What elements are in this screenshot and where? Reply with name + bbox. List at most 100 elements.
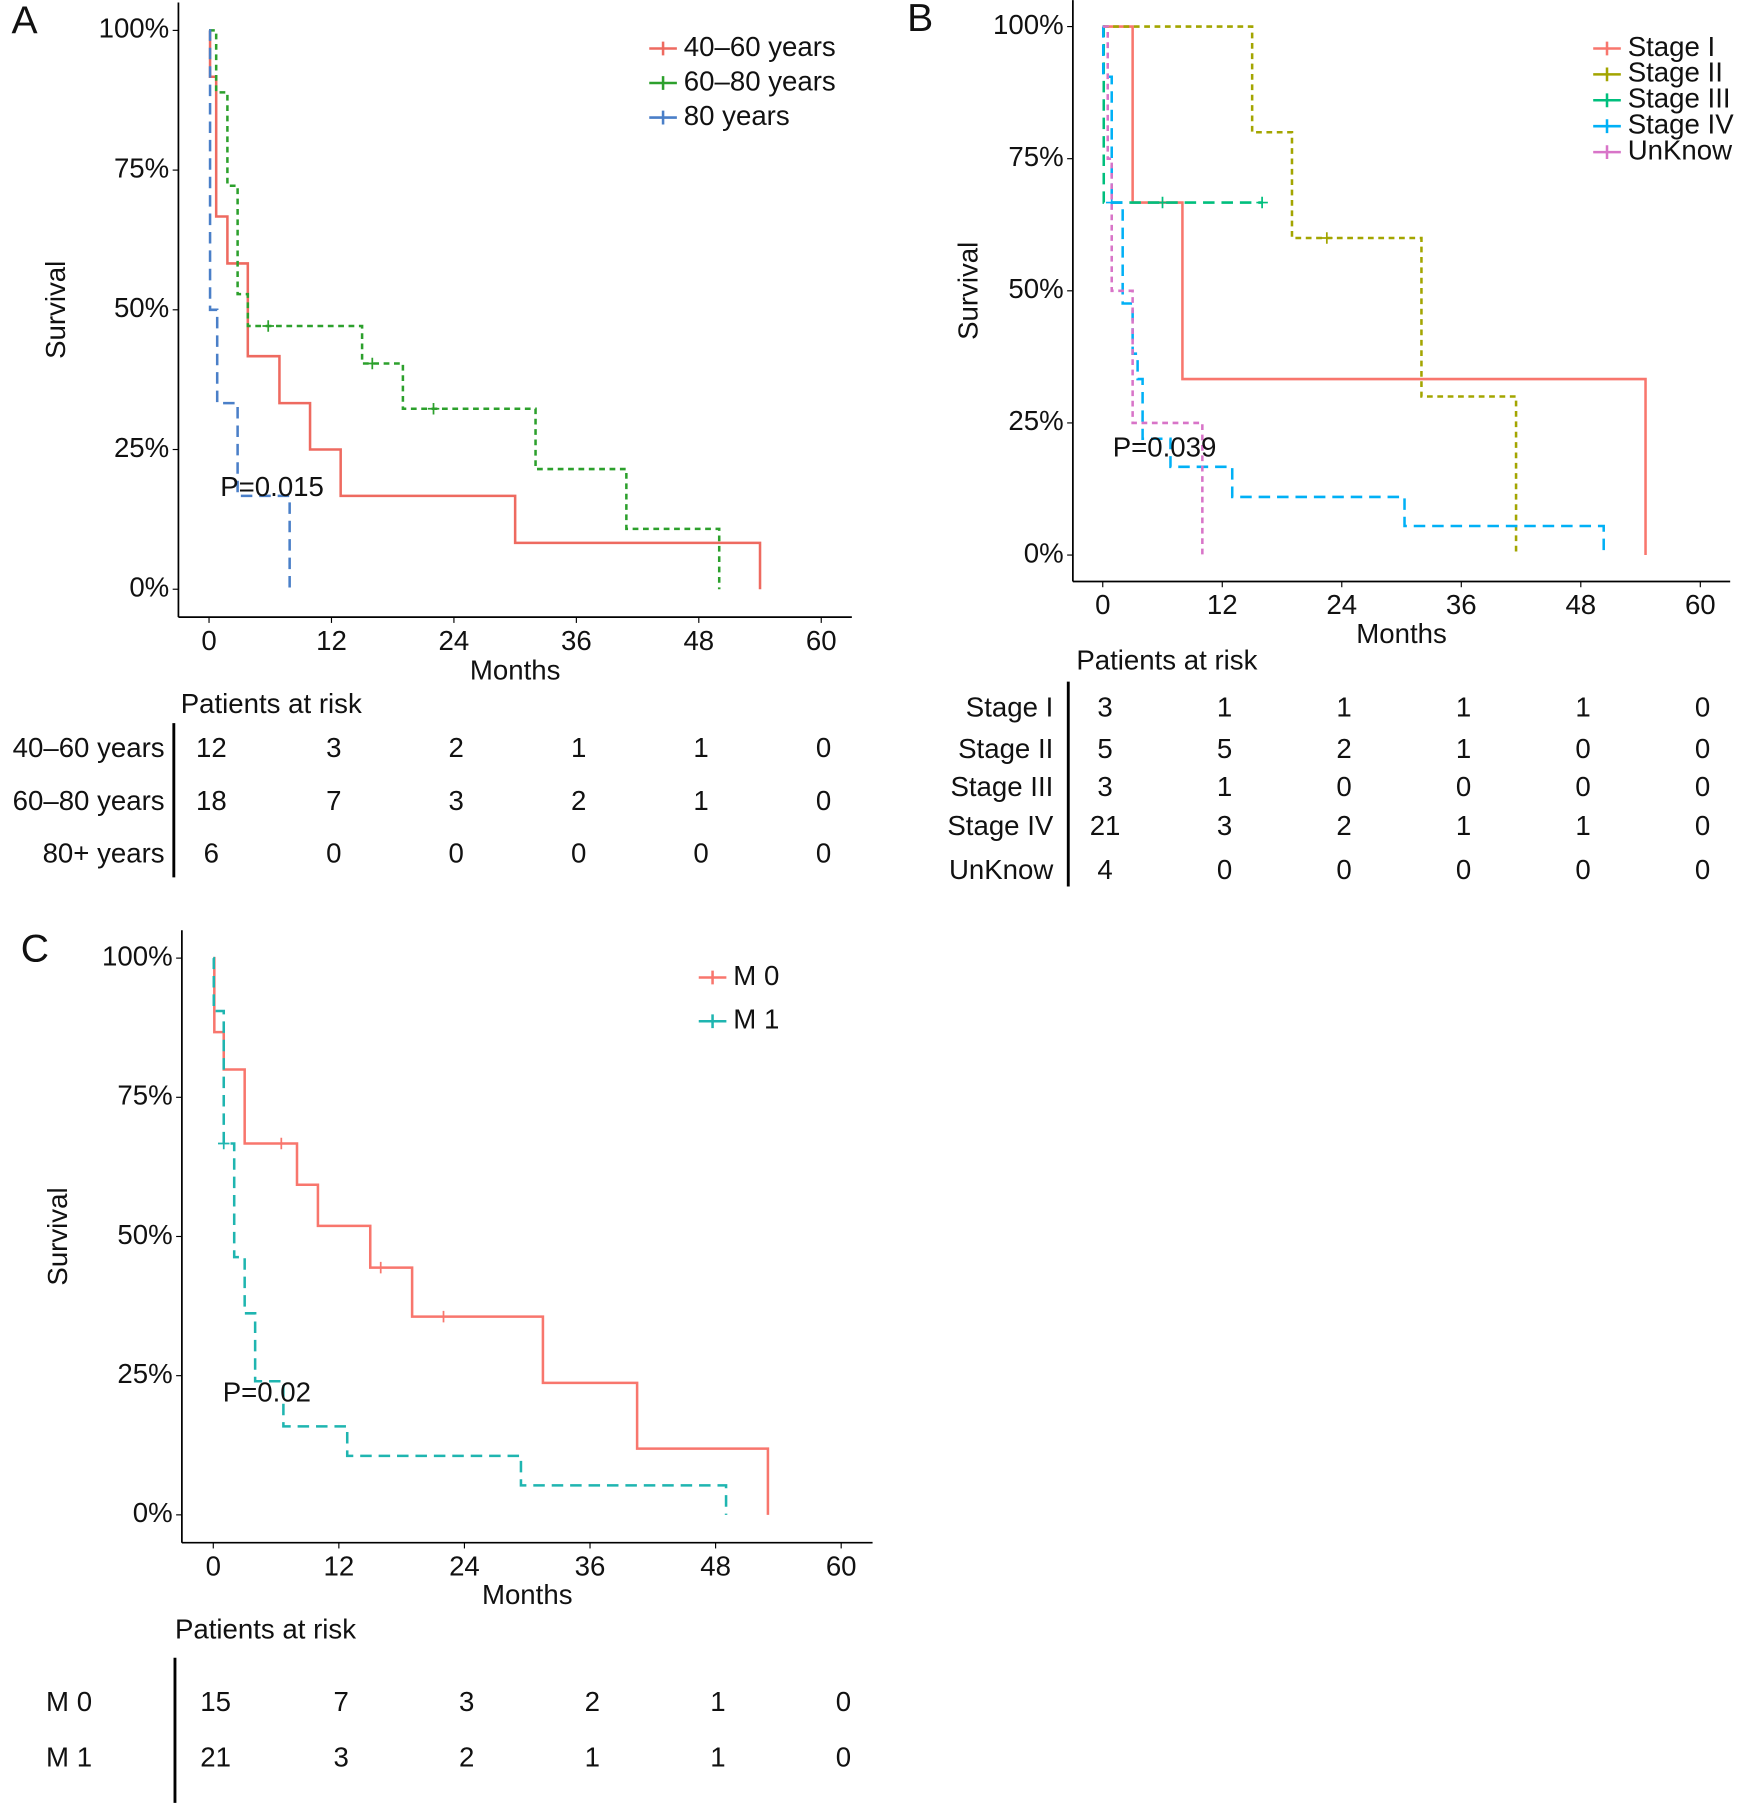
risk-count: 1 [1575, 692, 1590, 723]
risk-row-label: M 1 [46, 1741, 92, 1772]
y-tick-label: 50% [114, 292, 169, 323]
y-tick-label: 0% [1024, 537, 1064, 568]
censor-mark [262, 320, 274, 332]
risk-count: 1 [1217, 771, 1232, 802]
risk-count: 7 [326, 785, 341, 816]
risk-row-label: Stage I [966, 692, 1054, 723]
risk-count: 0 [1336, 771, 1351, 802]
legend-label: Stage II [1628, 57, 1723, 88]
x-tick-label: 12 [316, 625, 347, 656]
risk-count: 12 [196, 732, 227, 763]
x-axis-label: Months [1356, 618, 1447, 649]
x-tick-label: 24 [449, 1550, 480, 1581]
legend-key [1593, 93, 1621, 108]
survival-curve [213, 956, 770, 1515]
risk-count: 1 [1456, 810, 1471, 841]
risk-count: 0 [326, 838, 341, 869]
risk-count: 3 [449, 785, 464, 816]
risk-count: 0 [1456, 771, 1471, 802]
risk-count: 0 [1575, 733, 1590, 764]
x-axis-label: Months [470, 655, 561, 686]
risk-count: 0 [1217, 854, 1232, 885]
legend-key [1593, 145, 1621, 160]
risk-count: 0 [1695, 692, 1710, 723]
risk-count: 0 [1575, 854, 1590, 885]
risk-count: 0 [1695, 810, 1710, 841]
censor-mark [1321, 232, 1333, 244]
risk-count: 15 [200, 1686, 231, 1717]
survival-curve [209, 29, 721, 590]
y-tick-label: 25% [114, 432, 169, 463]
x-tick-label: 12 [1207, 589, 1238, 620]
x-tick-label: 0 [1095, 589, 1110, 620]
risk-count: 1 [1217, 692, 1232, 723]
risk-count: 2 [571, 785, 586, 816]
legend-key [1593, 41, 1621, 56]
risk-count: 0 [449, 838, 464, 869]
risk-count: 1 [710, 1686, 725, 1717]
risk-count: 6 [204, 838, 219, 869]
legend-key [649, 41, 677, 56]
risk-row-label: 40–60 years [13, 732, 165, 763]
risk-count: 1 [571, 732, 586, 763]
risk-row-label: 60–80 years [13, 785, 165, 816]
risk-count: 7 [333, 1686, 348, 1717]
censor-mark [427, 402, 440, 415]
legend-label: M 1 [733, 1004, 779, 1035]
risk-count: 4 [1097, 854, 1112, 885]
survival-curve [1101, 25, 1605, 556]
risk-row-label: UnKnow [949, 854, 1053, 885]
y-tick-label: 75% [114, 152, 169, 183]
risk-row-label: 80+ years [43, 838, 165, 869]
legend-label: M 0 [733, 960, 779, 991]
legend-key [649, 110, 677, 125]
risk-count: 3 [326, 732, 341, 763]
y-tick-label: 50% [1008, 273, 1063, 304]
risk-count: 0 [1695, 854, 1710, 885]
survival-curve [1102, 25, 1263, 204]
legend-key [649, 76, 677, 90]
x-tick-label: 24 [439, 625, 470, 656]
y-tick-label: 100% [102, 940, 173, 971]
risk-row-label: Stage III [950, 771, 1053, 802]
risk-count: 1 [1336, 692, 1351, 723]
panel-label: C [21, 927, 49, 970]
risk-count: 2 [449, 732, 464, 763]
x-tick-label: 36 [561, 625, 592, 656]
risk-count: 0 [836, 1741, 851, 1772]
risk-count: 1 [1575, 810, 1590, 841]
y-axis-label: Survival [953, 242, 984, 340]
censor-mark [217, 1137, 230, 1150]
risk-count: 1 [710, 1741, 725, 1772]
y-tick-label: 75% [1008, 141, 1063, 172]
risk-count: 3 [1217, 810, 1232, 841]
survival-curve [208, 29, 291, 590]
legend-key [698, 970, 727, 985]
risk-count: 0 [693, 838, 708, 869]
p-value: P=0.02 [223, 1376, 311, 1407]
x-axis-label: Months [482, 1579, 573, 1610]
y-tick-label: 0% [129, 572, 169, 603]
risk-count: 21 [1090, 810, 1121, 841]
legend-label: Stage I [1628, 31, 1716, 62]
risk-count: 0 [816, 732, 831, 763]
risk-row-label: Stage IV [947, 810, 1053, 841]
censor-mark [1156, 196, 1169, 209]
legend-key [1593, 67, 1621, 82]
legend-key [1593, 119, 1621, 134]
survival-curve [1102, 25, 1518, 556]
risk-count: 3 [1097, 692, 1112, 723]
risk-count: 1 [1456, 692, 1471, 723]
y-axis-label: Survival [40, 261, 71, 359]
risk-count: 0 [1695, 771, 1710, 802]
legend-key [698, 1014, 727, 1029]
y-tick-label: 25% [1008, 405, 1063, 436]
survival-curve [1102, 25, 1204, 556]
risk-count: 3 [459, 1686, 474, 1717]
x-tick-label: 0 [201, 625, 216, 656]
risk-count: 3 [1097, 771, 1112, 802]
y-tick-label: 0% [133, 1497, 173, 1528]
legend-label: 80 years [684, 100, 790, 131]
x-tick-label: 48 [700, 1550, 731, 1581]
